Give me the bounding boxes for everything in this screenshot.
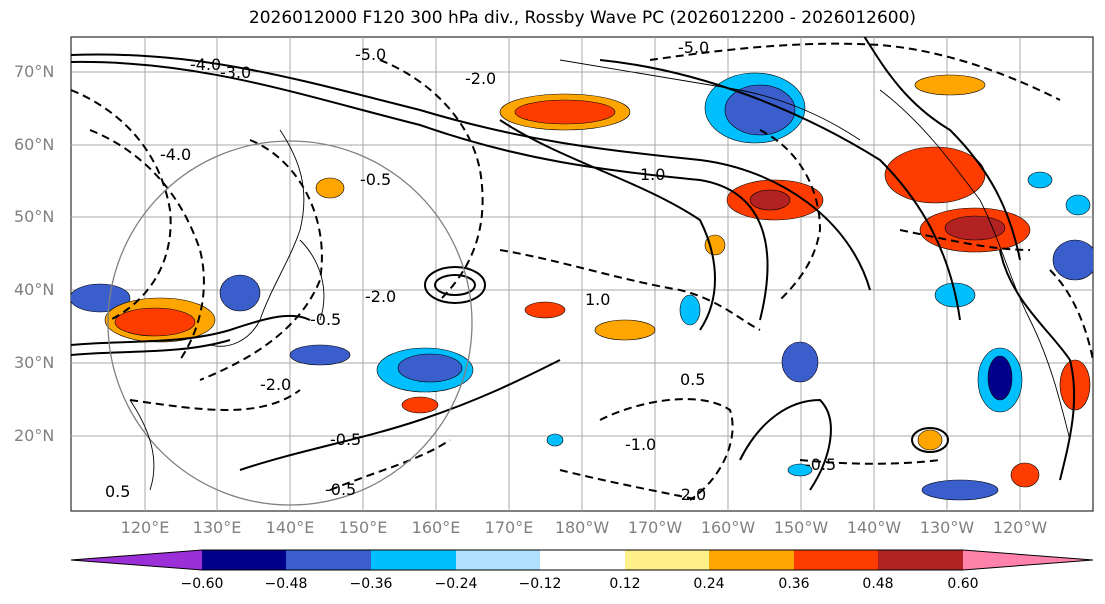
contour-label: 0.5 <box>105 482 130 501</box>
colorbar-segment <box>202 550 286 570</box>
coastlines <box>129 59 1071 491</box>
lon-label: 140°W <box>846 518 902 537</box>
contour-label: -4.0 <box>190 55 221 74</box>
negative-contours <box>71 42 1093 501</box>
lon-label: 180°W <box>554 518 610 537</box>
contour-label: -4.0 <box>160 145 191 164</box>
contour-label: -0.5 <box>325 480 356 499</box>
lat-label: 50°N <box>14 207 55 226</box>
colorbar-tick: −0.24 <box>434 576 478 592</box>
contour-label: -5.0 <box>355 45 386 64</box>
contour-label: -0.5 <box>360 170 391 189</box>
colorbar-segment <box>794 550 878 570</box>
lat-label: 60°N <box>14 135 55 154</box>
contour-label-layer: -5.0 -4.0 -3.0 -2.0 1.0 -0.5 -5.0 -2.0 -… <box>105 38 836 504</box>
contour-label: -2.0 <box>260 375 291 394</box>
lon-label: 130°W <box>919 518 975 537</box>
colorbar-segment <box>878 550 963 570</box>
lat-label: 40°N <box>14 280 55 299</box>
contour-label: -3.0 <box>220 63 251 82</box>
contour-label: -5.0 <box>678 38 709 57</box>
colorbar-segment <box>540 550 625 570</box>
contour-label: -0.5 <box>330 430 361 449</box>
contour-label: -2.0 <box>465 69 496 88</box>
lon-label: 170°W <box>627 518 683 537</box>
lon-label: 120°W <box>992 518 1048 537</box>
lon-label: 150°E <box>338 518 388 537</box>
colorbar <box>70 549 1094 571</box>
graticule <box>71 37 1093 511</box>
colorbar-tick: −0.12 <box>518 576 562 592</box>
contour-label: -0.5 <box>805 455 836 474</box>
contour-label: 0.5 <box>680 370 705 389</box>
lat-label: 70°N <box>14 62 55 81</box>
colorbar-tick: −0.48 <box>264 576 308 592</box>
lon-label: 120°E <box>120 518 170 537</box>
lat-label: 20°N <box>14 426 55 445</box>
lon-label: 130°E <box>192 518 242 537</box>
contour-label: 1.0 <box>640 165 665 184</box>
contour-label: -2.0 <box>675 485 706 504</box>
reference-circle <box>107 140 473 506</box>
colorbar-tick: 0.36 <box>778 576 810 592</box>
colorbar-segment <box>71 550 202 570</box>
colorbar-tick: 0.60 <box>947 576 979 592</box>
colorbar-tick: 0.24 <box>693 576 725 592</box>
colorbar-segment <box>625 550 709 570</box>
colorbar-segment <box>963 550 1093 570</box>
lon-label: 160°W <box>700 518 756 537</box>
colorbar-tick: −0.36 <box>349 576 393 592</box>
colorbar-segment <box>709 550 794 570</box>
lon-label: 170°E <box>484 518 534 537</box>
positive-contours <box>71 37 1076 491</box>
colorbar-tick: −0.60 <box>180 576 224 592</box>
colorbar-tick: 0.12 <box>609 576 641 592</box>
contour-label: -0.5 <box>310 310 341 329</box>
contour-label: 1.0 <box>585 290 610 309</box>
figure-title: 2026012000 F120 300 hPa div., Rossby Wav… <box>248 8 917 28</box>
colorbar-tick: 0.48 <box>862 576 894 592</box>
contour-label: -1.0 <box>625 435 656 454</box>
lat-label: 30°N <box>14 353 55 372</box>
colorbar-outline <box>70 549 1094 571</box>
colorbar-segment <box>286 550 371 570</box>
lon-label: 140°E <box>265 518 315 537</box>
lon-label: 160°E <box>411 518 461 537</box>
contour-label: -2.0 <box>365 287 396 306</box>
colorbar-segment <box>371 550 456 570</box>
colorbar-segment <box>456 550 540 570</box>
lon-label: 150°W <box>773 518 829 537</box>
